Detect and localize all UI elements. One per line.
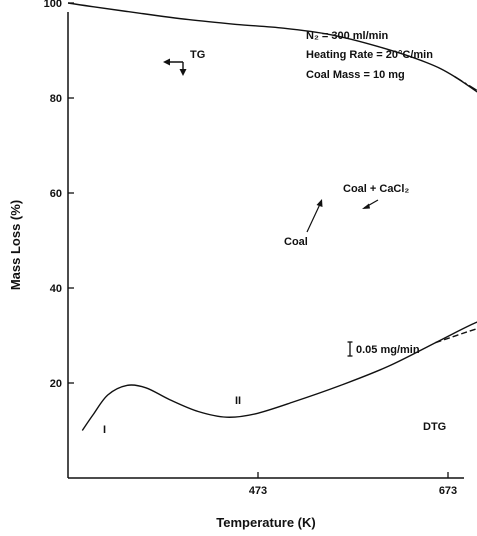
coal-label: Coal: [284, 236, 308, 248]
y-axis-label: Mass Loss (%): [8, 200, 23, 290]
y-tick-label: 80: [50, 93, 62, 105]
labels: Mass Loss (%) Temperature (K) N₂ = 300 m…: [8, 30, 446, 530]
tg-arrowhead-down-icon: [179, 69, 187, 76]
condition-n2: N₂ = 300 ml/min: [306, 30, 389, 42]
arrow-markers: [163, 58, 379, 357]
series-line-2: [81, 321, 477, 431]
y-tick-label: 60: [50, 188, 62, 200]
coal-cacl2-label: Coal + CaCl₂: [343, 183, 409, 195]
peak-2-label: II: [235, 395, 241, 407]
series-line-1: [454, 76, 477, 92]
tg-arrowhead-left-icon: [163, 58, 170, 66]
y-tick-label: 40: [50, 283, 62, 295]
y-tick-label: 20: [50, 378, 62, 390]
y-tick-label: 100: [44, 0, 62, 10]
condition-coal-mass: Coal Mass = 10 mg: [306, 69, 405, 81]
coal-pointer-icon: [306, 201, 322, 233]
series-line-3: [435, 328, 477, 344]
x-tick-label: 473: [249, 485, 267, 497]
condition-heating-rate: Heating Rate = 20°C/min: [306, 49, 433, 61]
peak-1-label: I: [103, 424, 106, 436]
axes: [67, 12, 464, 479]
cacl2-arrowhead-icon: [362, 203, 370, 209]
dtg-label: DTG: [423, 421, 446, 433]
x-axis-label: Temperature (K): [216, 515, 315, 530]
coal-arrowhead-icon: [316, 199, 323, 207]
x-tick-label: 673: [439, 485, 457, 497]
scale-bar-label: 0.05 mg/min: [356, 344, 420, 356]
series-line-0: [67, 2, 477, 93]
tg-label: TG: [190, 49, 205, 61]
